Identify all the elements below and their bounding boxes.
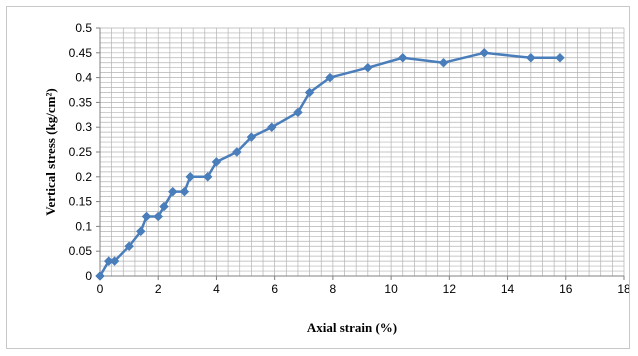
data-point-marker [167, 186, 178, 197]
data-point-marker [202, 171, 213, 182]
y-tick-label: 0.05 [69, 244, 93, 258]
data-point-marker [555, 52, 565, 63]
data-point-marker [159, 201, 169, 212]
data-point-marker [179, 186, 190, 197]
grid-lines [99, 27, 625, 277]
data-series [95, 47, 565, 281]
data-point-marker [362, 62, 373, 73]
data-point-marker [479, 47, 490, 58]
x-tick-label: 8 [330, 282, 337, 296]
data-point-marker [438, 57, 449, 68]
x-tick-label: 4 [213, 282, 220, 296]
data-point-marker [246, 132, 257, 142]
data-point-marker [211, 157, 222, 167]
x-tick-label: 16 [559, 282, 573, 296]
data-point-marker [185, 171, 196, 182]
stress-strain-chart: 0 0.05 0.1 0.15 0.2 0.25 0.3 0.35 0.4 0.45 0.5 0 2 4 6… [43, 21, 629, 335]
series-line [98, 51, 560, 277]
data-point-marker [153, 211, 164, 222]
data-point-marker [135, 226, 146, 237]
y-tick-label: 0.2 [75, 170, 92, 184]
y-tick-label: 0.35 [69, 95, 93, 109]
x-tick-label: 2 [155, 282, 162, 296]
data-point-marker [231, 147, 242, 157]
y-tick-label: 0.3 [75, 120, 92, 134]
y-tick-label: 0.1 [75, 219, 92, 233]
x-axis-title: Axial strain (%) [307, 320, 397, 335]
y-axis-title: Vertical stress (kg/cm²) [43, 88, 58, 215]
data-point-marker [525, 52, 536, 63]
tick-labels: 0 0.05 0.1 0.15 0.2 0.25 0.3 0.35 0.4 0.45 0.5 0 2 4 6… [69, 21, 629, 296]
x-tick-label: 14 [501, 282, 515, 296]
data-point-marker [141, 211, 152, 222]
x-tick-label: 6 [271, 282, 278, 296]
data-point-marker [124, 241, 134, 252]
x-tick-label: 10 [384, 282, 398, 296]
data-point-marker [325, 72, 335, 83]
data-point-marker [95, 271, 105, 281]
y-tick-label: 0.45 [69, 46, 93, 60]
x-tick-label: 12 [443, 282, 457, 296]
y-tick-label: 0.25 [69, 145, 93, 159]
y-tick-label: 0.5 [75, 21, 92, 35]
data-point-marker [397, 52, 408, 63]
chart-frame: 0 0.05 0.1 0.15 0.2 0.25 0.3 0.35 0.4 0.45 0.5 0 2 4 6… [6, 6, 630, 349]
data-point-marker [109, 256, 120, 266]
x-tick-label: 18 [617, 282, 629, 296]
y-tick-label: 0 [85, 269, 92, 283]
y-tick-label: 0.15 [69, 195, 93, 209]
data-point-marker [266, 122, 277, 133]
y-tick-label: 0.4 [75, 71, 92, 85]
data-point-marker [293, 107, 303, 118]
data-point-marker [304, 87, 315, 98]
x-tick-label: 0 [97, 282, 104, 296]
